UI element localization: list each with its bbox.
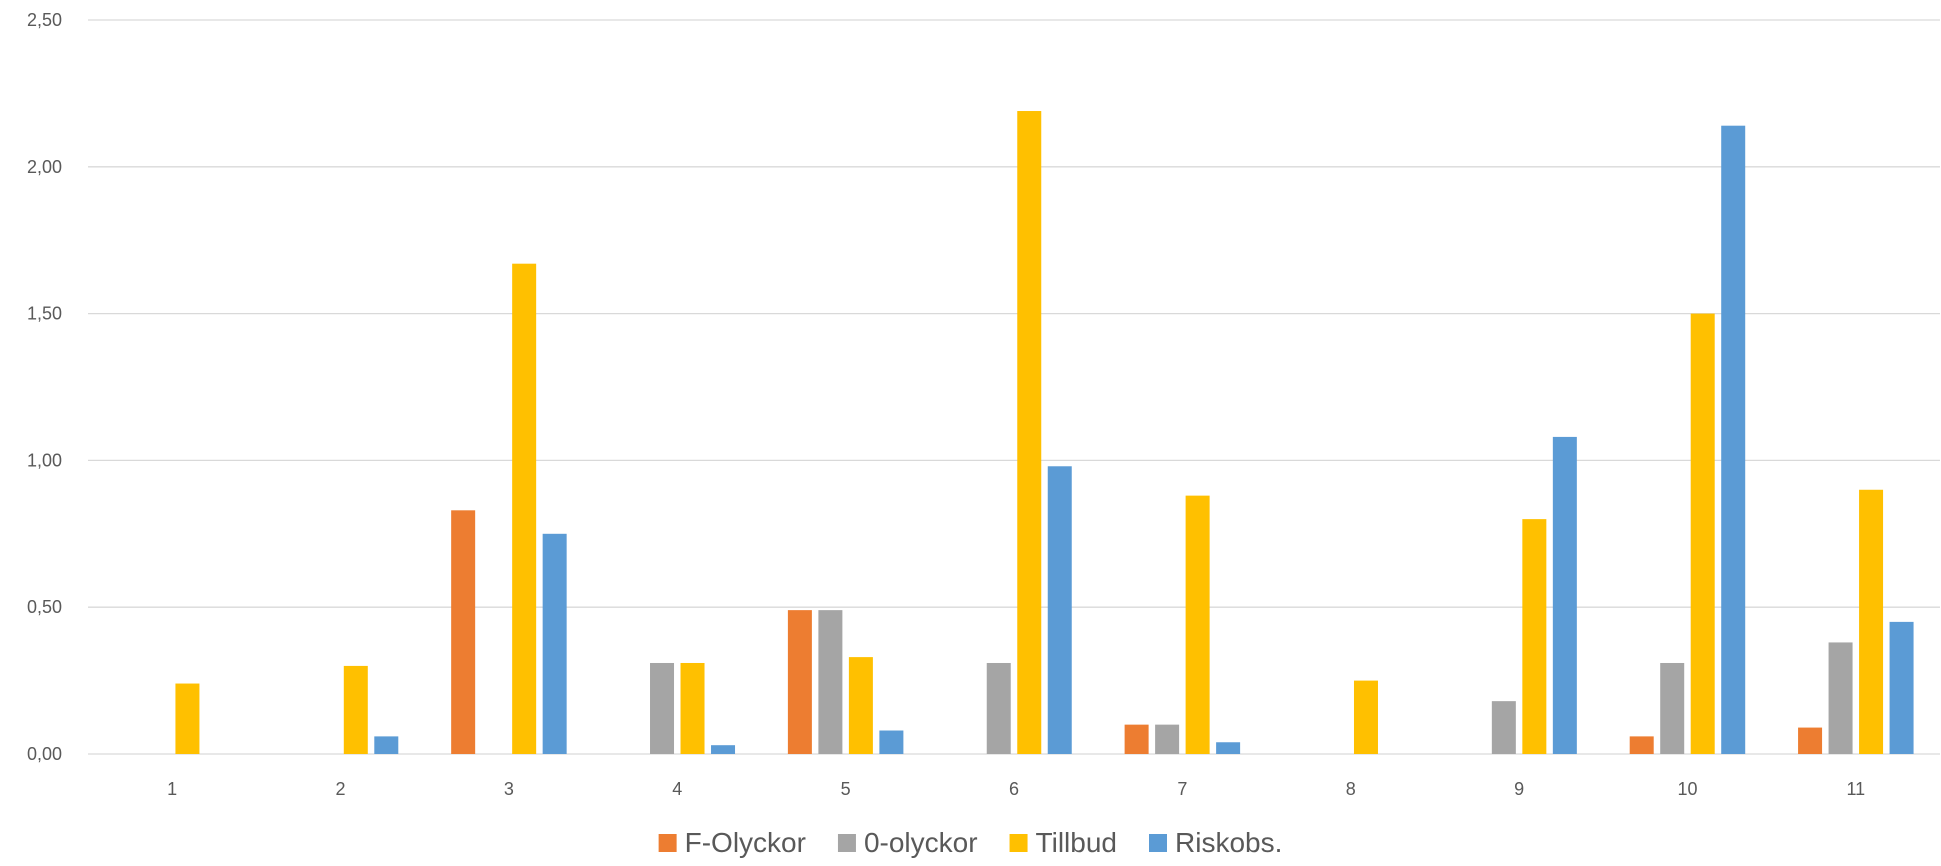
legend-item: Riskobs. xyxy=(1149,827,1282,858)
legend-item: 0-olyckor xyxy=(837,827,978,858)
bar-tillbud-4 xyxy=(680,662,705,754)
bar-riskobs-4 xyxy=(711,745,736,754)
legend-swatch xyxy=(837,834,856,852)
bar-f-olyckor-5 xyxy=(787,610,812,754)
x-tick-label: 7 xyxy=(1177,779,1187,799)
bar-0-olyckor-7 xyxy=(1155,724,1180,754)
bar-riskobs-2 xyxy=(374,736,399,754)
bar-tillbud-10 xyxy=(1690,313,1715,754)
legend-label: Riskobs. xyxy=(1175,827,1282,858)
y-tick-label: 1,00 xyxy=(27,450,62,470)
bar-0-olyckor-10 xyxy=(1660,662,1685,754)
bar-riskobs-3 xyxy=(542,533,567,754)
y-tick-label: 1,50 xyxy=(27,304,62,324)
y-tick-label: 0,00 xyxy=(27,744,62,764)
bar-tillbud-11 xyxy=(1859,489,1884,754)
bar-0-olyckor-6 xyxy=(986,662,1011,754)
bar-f-olyckor-11 xyxy=(1798,727,1823,754)
bar-riskobs-11 xyxy=(1889,621,1914,754)
y-tick-label: 2,00 xyxy=(27,157,62,177)
x-axis-tick-labels: 1 2 3 4 5 6 7 8 9 10 11 xyxy=(167,779,1865,799)
legend-label: Tillbud xyxy=(1036,827,1117,858)
bar-riskobs-9 xyxy=(1552,436,1577,754)
bar-tillbud-6 xyxy=(1017,111,1042,755)
bar-0-olyckor-9 xyxy=(1491,701,1516,754)
bar-riskobs-5 xyxy=(879,730,904,754)
legend-item: Tillbud xyxy=(1009,827,1117,858)
legend-swatch xyxy=(1009,834,1028,852)
legend-label: 0-olyckor xyxy=(864,827,978,858)
x-tick-label: 3 xyxy=(504,779,514,799)
bar-f-olyckor-3 xyxy=(451,510,476,754)
gridlines xyxy=(88,19,1940,755)
bar-f-olyckor-7 xyxy=(1124,724,1149,754)
x-tick-label: 2 xyxy=(336,779,346,799)
x-tick-label: 1 xyxy=(167,779,177,799)
bar-tillbud-7 xyxy=(1185,495,1210,754)
bar-tillbud-3 xyxy=(512,263,537,754)
bars xyxy=(175,111,1914,755)
x-tick-label: 6 xyxy=(1009,779,1019,799)
bar-0-olyckor-4 xyxy=(650,662,675,754)
legend-swatch xyxy=(1149,834,1167,852)
bar-f-olyckor-10 xyxy=(1629,736,1654,754)
x-tick-label: 5 xyxy=(841,779,851,799)
bar-riskobs-7 xyxy=(1216,742,1241,754)
legend-swatch xyxy=(658,834,677,852)
bar-tillbud-8 xyxy=(1353,680,1378,754)
bar-0-olyckor-5 xyxy=(818,610,843,754)
legend-label: F-Olyckor xyxy=(685,827,806,858)
y-tick-label: 2,50 xyxy=(27,10,62,30)
x-tick-label: 4 xyxy=(672,779,682,799)
legend-item: F-Olyckor xyxy=(658,827,806,858)
legend: F-Olyckor 0-olyckor Tillbud Riskobs. xyxy=(658,827,1282,858)
bar-tillbud-1 xyxy=(175,683,200,754)
bar-tillbud-2 xyxy=(343,665,368,754)
x-tick-label: 8 xyxy=(1346,779,1356,799)
bar-riskobs-10 xyxy=(1721,125,1746,755)
bar-0-olyckor-11 xyxy=(1828,642,1853,754)
x-tick-label: 10 xyxy=(1677,779,1697,799)
y-tick-label: 0,50 xyxy=(27,597,62,617)
bar-riskobs-6 xyxy=(1047,466,1072,754)
y-axis-tick-labels: 0,00 0,50 1,00 1,50 2,00 2,50 xyxy=(27,10,62,764)
bar-tillbud-5 xyxy=(848,657,873,754)
x-tick-label: 11 xyxy=(1846,779,1865,799)
x-tick-label: 9 xyxy=(1514,779,1524,799)
bar-tillbud-9 xyxy=(1522,519,1547,754)
